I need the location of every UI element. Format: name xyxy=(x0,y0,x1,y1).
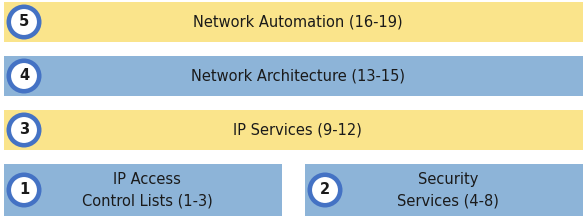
FancyBboxPatch shape xyxy=(4,164,282,216)
Text: Security
Services (4-8): Security Services (4-8) xyxy=(397,172,499,208)
FancyBboxPatch shape xyxy=(305,164,583,216)
Text: 5: 5 xyxy=(19,14,29,30)
Circle shape xyxy=(311,176,339,204)
Circle shape xyxy=(6,113,42,148)
Text: IP Access
Control Lists (1-3): IP Access Control Lists (1-3) xyxy=(82,172,212,208)
Circle shape xyxy=(10,62,38,90)
Text: 4: 4 xyxy=(19,69,29,83)
Circle shape xyxy=(10,176,38,204)
Text: 3: 3 xyxy=(19,122,29,138)
Circle shape xyxy=(6,173,42,207)
Text: 2: 2 xyxy=(320,182,330,198)
Circle shape xyxy=(6,5,42,39)
FancyBboxPatch shape xyxy=(4,110,583,150)
Circle shape xyxy=(308,173,342,207)
Circle shape xyxy=(6,58,42,94)
Text: Network Architecture (13-15): Network Architecture (13-15) xyxy=(191,69,404,83)
Text: IP Services (9-12): IP Services (9-12) xyxy=(233,122,362,138)
Text: 1: 1 xyxy=(19,182,29,198)
Circle shape xyxy=(10,8,38,36)
FancyBboxPatch shape xyxy=(4,2,583,42)
Circle shape xyxy=(10,116,38,144)
FancyBboxPatch shape xyxy=(4,56,583,96)
Text: Network Automation (16-19): Network Automation (16-19) xyxy=(193,14,403,30)
